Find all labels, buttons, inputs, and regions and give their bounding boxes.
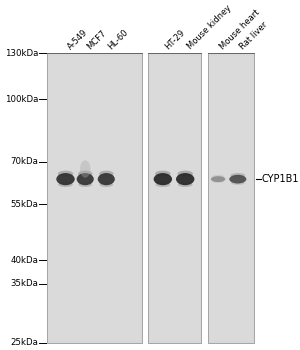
Ellipse shape xyxy=(78,182,92,187)
Bar xyxy=(209,56,252,340)
Ellipse shape xyxy=(177,170,193,177)
Text: 40kDa: 40kDa xyxy=(11,256,38,265)
Ellipse shape xyxy=(78,170,92,177)
Ellipse shape xyxy=(155,170,171,177)
Text: HL-60: HL-60 xyxy=(106,28,130,51)
Bar xyxy=(148,53,201,343)
Ellipse shape xyxy=(178,182,193,187)
Text: 130kDa: 130kDa xyxy=(5,49,38,57)
Text: A-549: A-549 xyxy=(65,28,89,51)
Text: 25kDa: 25kDa xyxy=(11,338,38,348)
Text: 35kDa: 35kDa xyxy=(11,279,38,288)
Ellipse shape xyxy=(212,181,224,183)
Ellipse shape xyxy=(99,182,113,187)
Text: 55kDa: 55kDa xyxy=(11,200,38,209)
Ellipse shape xyxy=(77,173,94,185)
Ellipse shape xyxy=(80,160,91,178)
Ellipse shape xyxy=(155,182,170,187)
Ellipse shape xyxy=(231,181,245,185)
Text: HT-29: HT-29 xyxy=(163,28,186,51)
Text: MCF7: MCF7 xyxy=(85,29,108,51)
Ellipse shape xyxy=(58,170,73,177)
Bar xyxy=(150,56,200,340)
Bar xyxy=(208,53,254,343)
Ellipse shape xyxy=(154,173,172,185)
Ellipse shape xyxy=(231,173,245,177)
Ellipse shape xyxy=(176,173,194,185)
Ellipse shape xyxy=(212,175,224,178)
Text: Mouse kidney: Mouse kidney xyxy=(185,4,233,51)
Ellipse shape xyxy=(58,182,73,187)
Text: Mouse heart: Mouse heart xyxy=(218,8,262,51)
Text: 100kDa: 100kDa xyxy=(5,94,38,104)
Ellipse shape xyxy=(99,170,114,177)
Bar xyxy=(48,56,140,340)
Ellipse shape xyxy=(98,173,115,185)
Bar xyxy=(47,53,142,343)
Ellipse shape xyxy=(229,175,246,183)
Text: CYP1B1: CYP1B1 xyxy=(262,174,299,184)
Ellipse shape xyxy=(211,176,225,182)
Text: Rat liver: Rat liver xyxy=(238,20,269,51)
Text: 70kDa: 70kDa xyxy=(11,158,38,166)
Ellipse shape xyxy=(56,173,75,185)
